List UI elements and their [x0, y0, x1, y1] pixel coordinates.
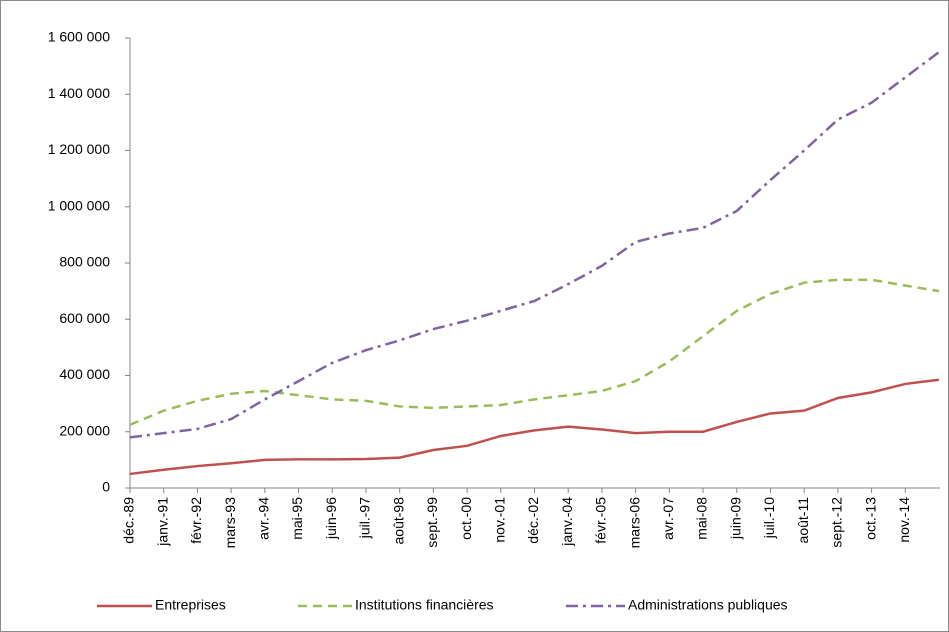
y-tick-label: 200 000 — [59, 422, 110, 438]
legend-label: Administrations publiques — [628, 597, 788, 613]
y-tick-label: 0 — [102, 479, 110, 495]
x-tick-label: juil.-97 — [357, 497, 373, 539]
y-tick-label: 400 000 — [59, 366, 110, 382]
x-tick-label: déc.-02 — [525, 497, 541, 544]
legend-label: Institutions financières — [355, 597, 494, 613]
x-tick-label: avr.-07 — [660, 497, 676, 540]
x-tick-label: août-11 — [795, 497, 811, 544]
y-tick-label: 800 000 — [59, 254, 110, 270]
x-tick-label: mars-93 — [222, 497, 238, 549]
x-tick-label: mai-95 — [289, 497, 305, 540]
series-line — [129, 378, 940, 476]
x-tick-label: déc.-89 — [121, 497, 137, 544]
y-tick-label: 1 200 000 — [48, 141, 110, 157]
x-tick-label: août-98 — [390, 497, 406, 545]
x-tick-label: nov.-01 — [491, 497, 507, 543]
x-tick-label: janv.-91 — [154, 497, 170, 547]
y-tick-label: 1 000 000 — [48, 197, 110, 213]
x-tick-label: sept.-99 — [424, 497, 440, 548]
x-tick-label: juin-09 — [727, 497, 743, 540]
x-tick-label: sept.-12 — [829, 497, 845, 548]
y-tick-label: 600 000 — [59, 310, 110, 326]
series-line — [129, 278, 940, 426]
x-tick-label: oct.-00 — [458, 497, 474, 540]
x-tick-label: févr.-92 — [188, 497, 204, 544]
x-tick-label: avr.-94 — [256, 497, 272, 540]
x-tick-label: févr.-05 — [593, 497, 609, 544]
y-tick-label: 1 400 000 — [48, 85, 110, 101]
x-tick-label: mai-08 — [694, 497, 710, 540]
x-tick-label: mars-06 — [626, 497, 642, 549]
x-tick-label: juin-96 — [323, 497, 339, 540]
series-line — [129, 51, 940, 439]
x-tick-label: janv.-04 — [559, 497, 575, 547]
x-tick-label: nov.-14 — [896, 497, 912, 543]
x-tick-label: oct.-13 — [862, 497, 878, 540]
legend-label: Entreprises — [155, 597, 226, 613]
y-tick-label: 1 600 000 — [48, 29, 110, 45]
x-tick-label: juil.-10 — [761, 497, 777, 539]
